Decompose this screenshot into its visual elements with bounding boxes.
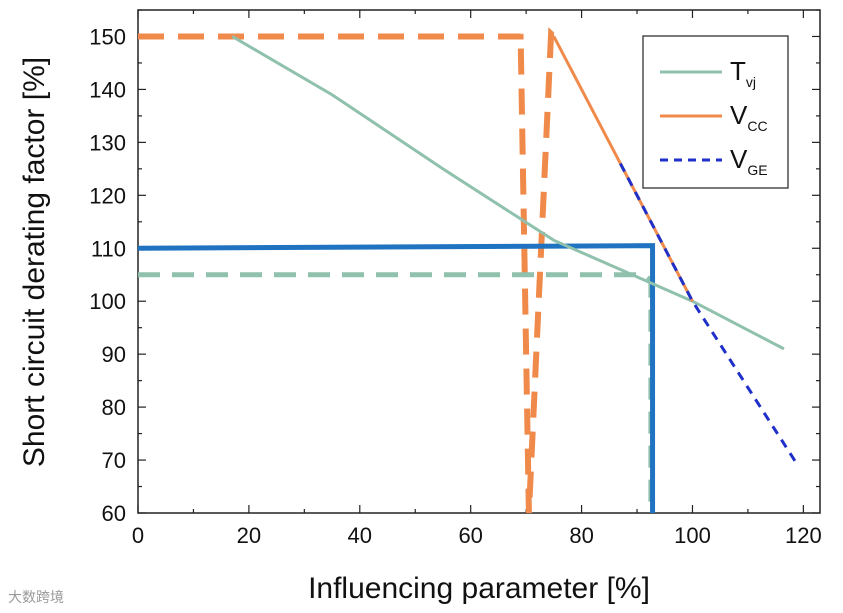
axis-tick-labels: 0 20 40 60 80 100 120 60 70 80 90 100 110 120 130 140 15… [89, 24, 821, 548]
vge-series-line [619, 162, 800, 467]
x-tick-label: 40 [348, 523, 372, 548]
x-tick-label: 80 [569, 523, 593, 548]
x-tick-label: 0 [132, 523, 144, 548]
y-tick-label: 110 [91, 236, 126, 261]
axis-ticks [137, 9, 820, 514]
plot-lines [137, 27, 800, 514]
watermark-text: 大数跨境 [8, 590, 64, 606]
legend-box [642, 35, 789, 189]
x-axis-title: Influencing parameter [%] [308, 572, 650, 605]
y-tick-label: 80 [102, 395, 126, 420]
y-axis-title: Short circuit derating factor [%] [18, 57, 51, 467]
legend-label-vge: VGE [730, 144, 768, 178]
tvj-series-line [231, 35, 785, 351]
legend-label-vcc: VCC [730, 100, 768, 134]
tvj-reference-line [138, 272, 654, 513]
y-tick-label: 150 [89, 24, 126, 49]
x-tick-label: 120 [785, 523, 822, 548]
x-tick-label: 100 [674, 523, 711, 548]
y-tick-label: 90 [102, 342, 126, 367]
legend: Tvj VCC VGE [642, 35, 789, 189]
y-tick-label: 140 [89, 77, 126, 102]
plot-frame [137, 9, 821, 514]
legend-label-tvj: Tvj [730, 56, 756, 90]
combined-reference-line [137, 243, 656, 513]
y-tick-label: 130 [89, 130, 126, 155]
y-tick-label: 100 [89, 289, 126, 314]
x-tick-label: 20 [237, 523, 261, 548]
x-tick-label: 60 [458, 523, 482, 548]
y-tick-label: 60 [102, 501, 126, 526]
y-tick-label: 70 [102, 448, 126, 473]
y-tick-label: 120 [89, 183, 126, 208]
